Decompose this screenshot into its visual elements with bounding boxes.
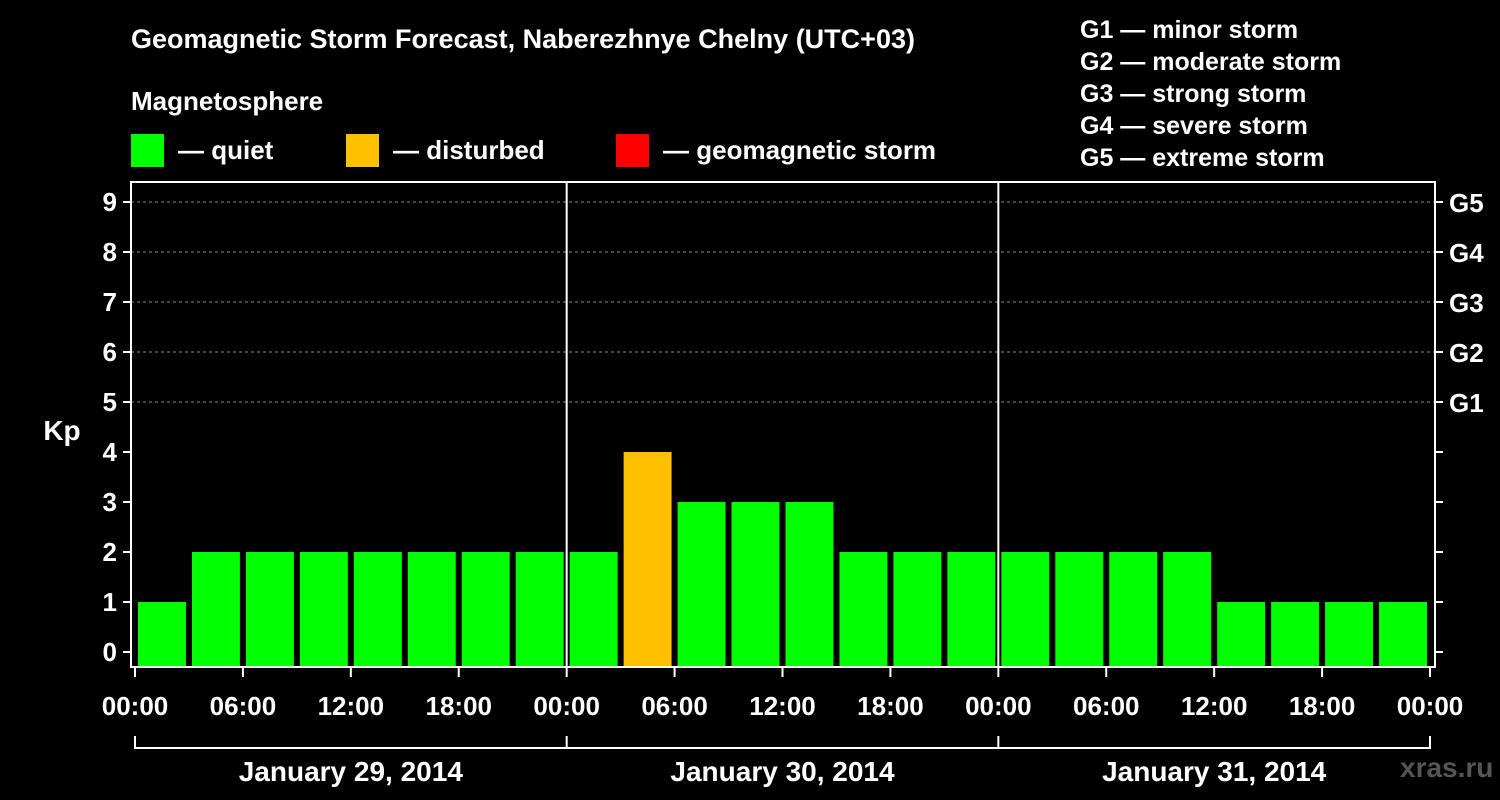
kp-bar <box>1271 602 1320 667</box>
y-axis-label: Kp <box>43 415 80 446</box>
y-tick-label: 7 <box>103 287 117 317</box>
legend-label-disturbed: — disturbed <box>393 134 545 165</box>
kp-bar <box>677 502 726 667</box>
day-label: January 29, 2014 <box>239 756 464 787</box>
day-label: January 30, 2014 <box>670 756 895 787</box>
legend-label-quiet: — quiet <box>178 134 274 165</box>
y-tick-label: 5 <box>103 387 117 417</box>
kp-bar <box>1109 552 1158 667</box>
kp-bar <box>353 552 402 667</box>
x-tick-label: 06:00 <box>1073 691 1140 721</box>
x-tick-label: 06:00 <box>641 691 708 721</box>
storm-scale-g1: G1 — minor storm <box>1080 16 1299 44</box>
legend-item-storm: — geomagnetic storm <box>616 133 936 167</box>
x-tick-label: 12:00 <box>318 691 385 721</box>
kp-bar <box>245 552 294 667</box>
kp-bar <box>623 452 672 667</box>
storm-scale-list: G1 — minor storm G2 — moderate storm G3 … <box>1080 14 1341 174</box>
storm-level-label: G4 <box>1449 238 1484 268</box>
kp-bar <box>1379 602 1427 667</box>
kp-bar <box>1163 552 1212 667</box>
storm-scale-g3: G3 — strong storm <box>1080 80 1307 108</box>
kp-bar <box>299 552 348 667</box>
y-tick-label: 0 <box>103 637 117 667</box>
kp-bar <box>731 502 780 667</box>
x-tick-label: 00:00 <box>533 691 600 721</box>
storm-scale-g2: G2 — moderate storm <box>1080 48 1342 76</box>
storm-level-label: G1 <box>1449 388 1484 418</box>
watermark: xras.ru <box>1400 752 1494 783</box>
legend-swatch-quiet <box>131 133 164 167</box>
x-tick-label: 00:00 <box>102 691 169 721</box>
y-tick-label: 3 <box>103 487 117 517</box>
legend-swatch-disturbed <box>346 133 379 167</box>
kp-bar <box>839 552 888 667</box>
y-tick-label: 1 <box>103 587 117 617</box>
x-tick-label: 12:00 <box>1181 691 1248 721</box>
kp-bar <box>191 552 240 667</box>
kp-bar <box>569 552 618 667</box>
kp-bar <box>1325 602 1374 667</box>
kp-bar <box>515 552 564 667</box>
storm-scale-g4: G4 — severe storm <box>1080 112 1308 140</box>
kp-bar <box>138 602 186 667</box>
storm-level-label: G5 <box>1449 188 1484 218</box>
legend-label-storm: — geomagnetic storm <box>663 134 937 165</box>
y-tick-label: 8 <box>103 237 117 267</box>
kp-bar <box>1055 552 1104 667</box>
legend-item-disturbed: — disturbed <box>346 133 545 167</box>
x-tick-label: 18:00 <box>426 691 493 721</box>
kp-bar <box>407 552 456 667</box>
kp-bar <box>1001 552 1050 667</box>
storm-level-label: G2 <box>1449 338 1484 368</box>
x-tick-label: 18:00 <box>1289 691 1356 721</box>
chart-title: Geomagnetic Storm Forecast, Naberezhnye … <box>131 24 915 54</box>
x-tick-label: 12:00 <box>749 691 816 721</box>
kp-bar <box>785 502 834 667</box>
y-tick-label: 4 <box>103 437 118 467</box>
x-tick-label: 18:00 <box>857 691 924 721</box>
kp-bar <box>461 552 510 667</box>
y-tick-label: 6 <box>103 337 117 367</box>
x-tick-label: 00:00 <box>965 691 1032 721</box>
legend-item-quiet: — quiet <box>131 133 273 167</box>
y-tick-label: 2 <box>103 537 117 567</box>
x-tick-label: 06:00 <box>210 691 277 721</box>
y-tick-label: 9 <box>103 187 117 217</box>
legend-heading: Magnetosphere <box>131 86 324 116</box>
storm-scale-g5: G5 — extreme storm <box>1080 144 1325 172</box>
kp-bar <box>947 552 996 667</box>
legend-swatch-storm <box>616 133 649 167</box>
x-tick-label: 00:00 <box>1397 691 1464 721</box>
storm-level-label: G3 <box>1449 288 1484 318</box>
kp-bar <box>893 552 942 667</box>
day-label: January 31, 2014 <box>1102 756 1327 787</box>
kp-bar <box>1217 602 1266 667</box>
